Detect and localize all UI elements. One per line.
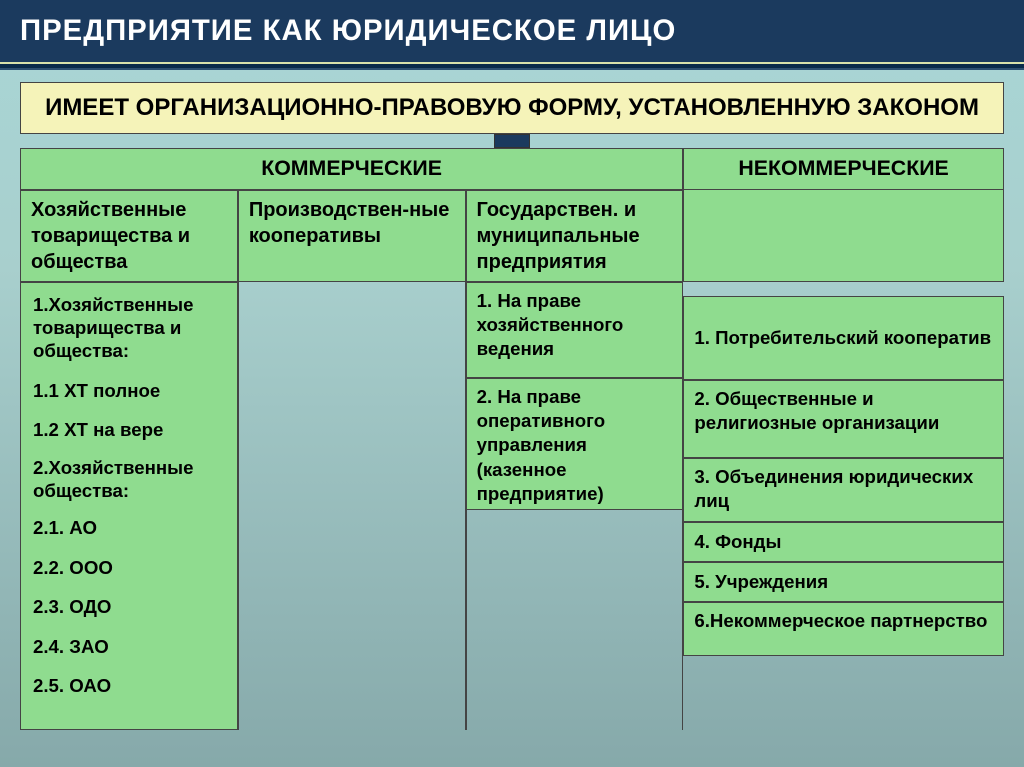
col4-item: 2. Общественные и религиозные организаци… (683, 380, 1004, 458)
col4-stack: 1. Потребительский кооператив 2. Обществ… (683, 282, 1004, 730)
title-underline (0, 62, 1024, 70)
header-col3-label: Государствен. и муниципальные предприяти… (477, 199, 640, 273)
col3-rest-empty (466, 510, 684, 730)
body-row: 1.Хозяйственные товарищества и общества:… (20, 282, 1004, 730)
subtitle-text: ИМЕЕТ ОРГАНИЗАЦИОННО-ПРАВОВУЮ ФОРМУ, УСТ… (45, 94, 979, 121)
header-col1: Хозяйственные товарищества и общества (20, 190, 238, 282)
col3-stack: 1. На праве хозяйственного ведения 2. На… (466, 282, 684, 730)
col1-item: 1.Хозяйственные товарищества и общества: (33, 293, 225, 363)
page-title: ПРЕДПРИЯТИЕ КАК ЮРИДИЧЕСКОЕ ЛИЦО (20, 14, 676, 47)
connector-stub (494, 134, 530, 148)
col4-item: 3. Объединения юридических лиц (683, 458, 1004, 522)
header-commercial-label: КОММЕРЧЕСКИЕ (261, 156, 442, 180)
header-col4-blank (683, 190, 1004, 282)
col1-item: 2.3. ОДО (33, 589, 225, 624)
col3-item-label: 2. На праве оперативного управления (каз… (477, 386, 605, 504)
col1-item: 2.2. ООО (33, 550, 225, 585)
col4-gap (683, 282, 1004, 296)
col1-item: 2.Хозяйственные общества: (33, 456, 225, 503)
col1-body: 1.Хозяйственные товарищества и общества:… (20, 282, 238, 730)
col1-item: 1.1 ХТ полное (33, 373, 225, 408)
col1-item: 1.2 ХТ на вере (33, 412, 225, 447)
col3-item: 1. На праве хозяйственного ведения (466, 282, 684, 378)
subtitle-box: ИМЕЕТ ОРГАНИЗАЦИОННО-ПРАВОВУЮ ФОРМУ, УСТ… (20, 82, 1004, 134)
col1-item: 2.4. ЗАО (33, 629, 225, 664)
col4-item: 5. Учреждения (683, 562, 1004, 602)
col4-item-label: 5. Учреждения (694, 570, 828, 594)
header-row-1: КОММЕРЧЕСКИЕ НЕКОММЕРЧЕСКИЕ (20, 148, 1004, 190)
col3-item: 2. На праве оперативного управления (каз… (466, 378, 684, 510)
page-title-bar: ПРЕДПРИЯТИЕ КАК ЮРИДИЧЕСКОЕ ЛИЦО (0, 0, 1024, 62)
col4-item-label: 2. Общественные и религиозные организаци… (694, 388, 939, 433)
classification-grid: КОММЕРЧЕСКИЕ НЕКОММЕРЧЕСКИЕ Хозяйственны… (20, 148, 1004, 730)
header-commercial: КОММЕРЧЕСКИЕ (20, 148, 683, 190)
col1-item: 2.1. АО (33, 510, 225, 545)
col4-item: 6.Некоммерческое партнерство (683, 602, 1004, 656)
col4-item-label: 1. Потребительский кооператив (694, 326, 991, 350)
col4-item: 1. Потребительский кооператив (683, 296, 1004, 380)
header-col2: Производствен-ные кооперативы (238, 190, 466, 282)
header-col2-label: Производствен-ные кооперативы (249, 199, 450, 247)
col4-item-label: 3. Объединения юридических лиц (694, 466, 973, 511)
header-col3: Государствен. и муниципальные предприяти… (466, 190, 684, 282)
col4-item-label: 6.Некоммерческое партнерство (694, 610, 987, 631)
header-noncommercial-label: НЕКОММЕРЧЕСКИЕ (738, 156, 948, 180)
col2-body-empty (238, 282, 466, 730)
col1-item: 2.5. ОАО (33, 668, 225, 703)
col4-item-label: 4. Фонды (694, 530, 781, 554)
col3-item-label: 1. На праве хозяйственного ведения (477, 290, 624, 360)
header-col1-label: Хозяйственные товарищества и общества (31, 199, 190, 273)
header-noncommercial: НЕКОММЕРЧЕСКИЕ (683, 148, 1004, 190)
header-row-2: Хозяйственные товарищества и общества Пр… (20, 190, 1004, 282)
col4-item: 4. Фонды (683, 522, 1004, 562)
